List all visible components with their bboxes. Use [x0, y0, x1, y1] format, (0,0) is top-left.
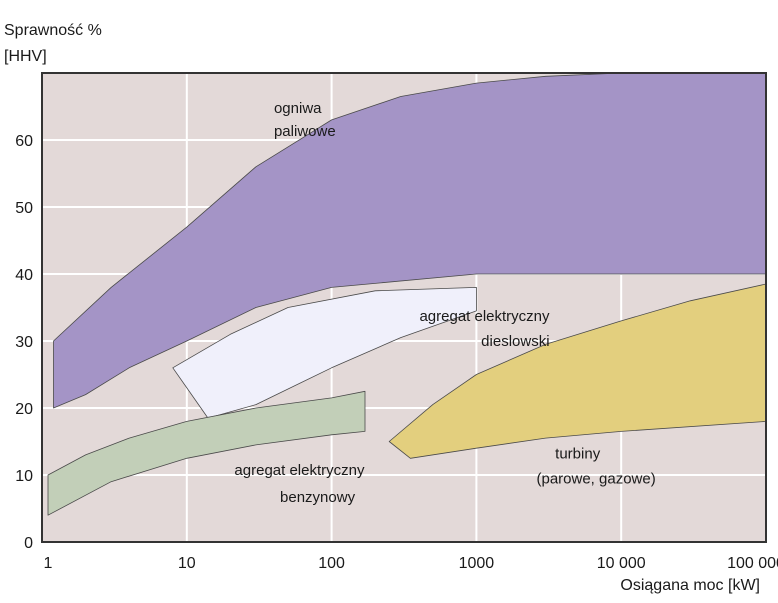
- region-label-2-line-0: agregat elektryczny: [234, 462, 365, 479]
- x-tick-label-1: 10: [178, 555, 196, 572]
- x-tick-label-3: 1000: [459, 555, 495, 572]
- y-tick-label-5: 50: [15, 200, 33, 217]
- region-label-1-line-1: dieslowski: [481, 333, 549, 350]
- y-tick-label-0: 0: [24, 535, 33, 552]
- region-label-1-line-0: agregat elektryczny: [419, 308, 550, 325]
- y-tick-label-2: 20: [15, 401, 33, 418]
- region-2: [47, 390, 366, 516]
- plot-frame: [41, 72, 767, 543]
- x-tick-label-5: 100 000: [727, 555, 778, 572]
- region-label-0-line-1: paliwowe: [274, 123, 336, 140]
- y-tick-label-6: 60: [15, 133, 33, 150]
- region-label-3-line-1: (parowe, gazowe): [536, 470, 655, 487]
- y-axis-title-line2: [HHV]: [4, 48, 47, 65]
- region-label-2-line-1: benzynowy: [280, 489, 356, 506]
- y-axis-title-line1: Sprawność %: [4, 22, 102, 39]
- region-1: [172, 287, 477, 419]
- y-tick-label-4: 40: [15, 267, 33, 284]
- region-label-0-line-0: ogniwa: [274, 100, 322, 117]
- x-tick-label-0: 1: [44, 555, 53, 572]
- x-axis-title: Osiągana moc [kW]: [620, 577, 760, 594]
- y-tick-label-1: 10: [15, 468, 33, 485]
- x-tick-label-2: 100: [318, 555, 345, 572]
- y-tick-label-3: 30: [15, 334, 33, 351]
- x-tick-label-4: 10 000: [597, 555, 646, 572]
- region-label-3-line-0: turbiny: [555, 445, 601, 462]
